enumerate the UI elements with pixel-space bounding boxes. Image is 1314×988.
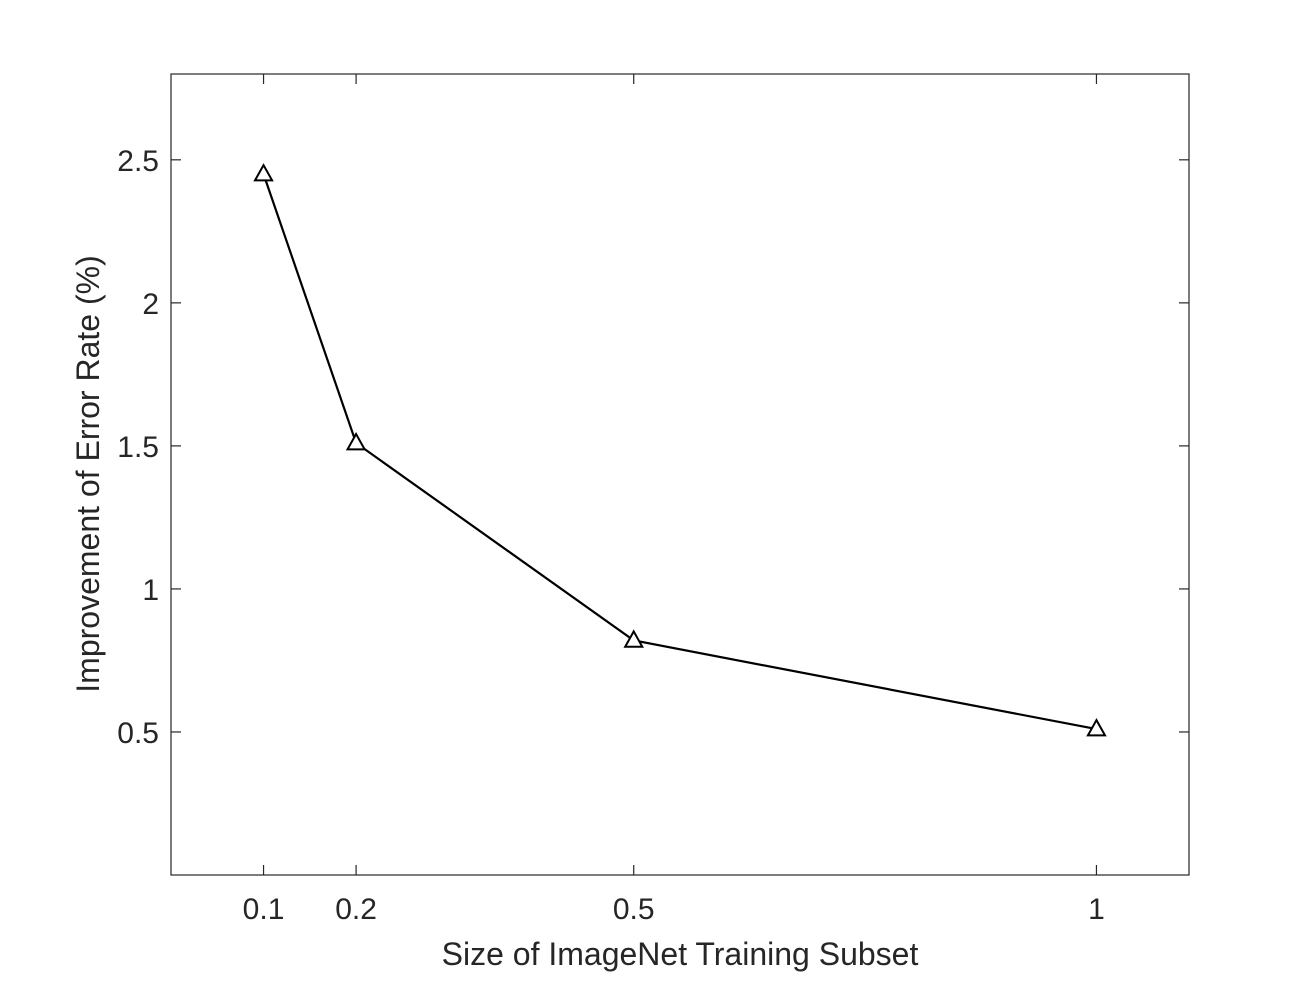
x-tick-label: 0.5 <box>613 893 655 926</box>
y-tick-label: 0.5 <box>117 717 159 750</box>
data-point-marker <box>253 163 274 182</box>
x-axis-ticks: 0.1 0.2 0.5 1 <box>243 74 1105 926</box>
y-tick-label: 2.5 <box>117 145 159 178</box>
plot-area <box>170 73 1190 876</box>
y-tick-label: 1.5 <box>117 431 159 464</box>
axes-box <box>170 73 1190 876</box>
data-point-marker <box>1086 718 1107 737</box>
x-tick-label: 1 <box>1088 893 1105 926</box>
y-axis-label: Improvement of Error Rate (%) <box>70 255 106 692</box>
x-tick-label: 0.2 <box>335 893 377 926</box>
x-tick-label: 0.1 <box>243 893 285 926</box>
x-axis-label: Size of ImageNet Training Subset <box>442 936 919 972</box>
series-line <box>262 173 1097 731</box>
series-group <box>253 163 1107 737</box>
data-point-marker <box>345 431 367 451</box>
data-point-marker <box>623 629 644 648</box>
y-axis-ticks: 0.5 1 1.5 2 2.5 <box>117 145 1189 750</box>
y-tick-label: 2 <box>142 288 159 321</box>
y-tick-label: 1 <box>142 574 159 607</box>
